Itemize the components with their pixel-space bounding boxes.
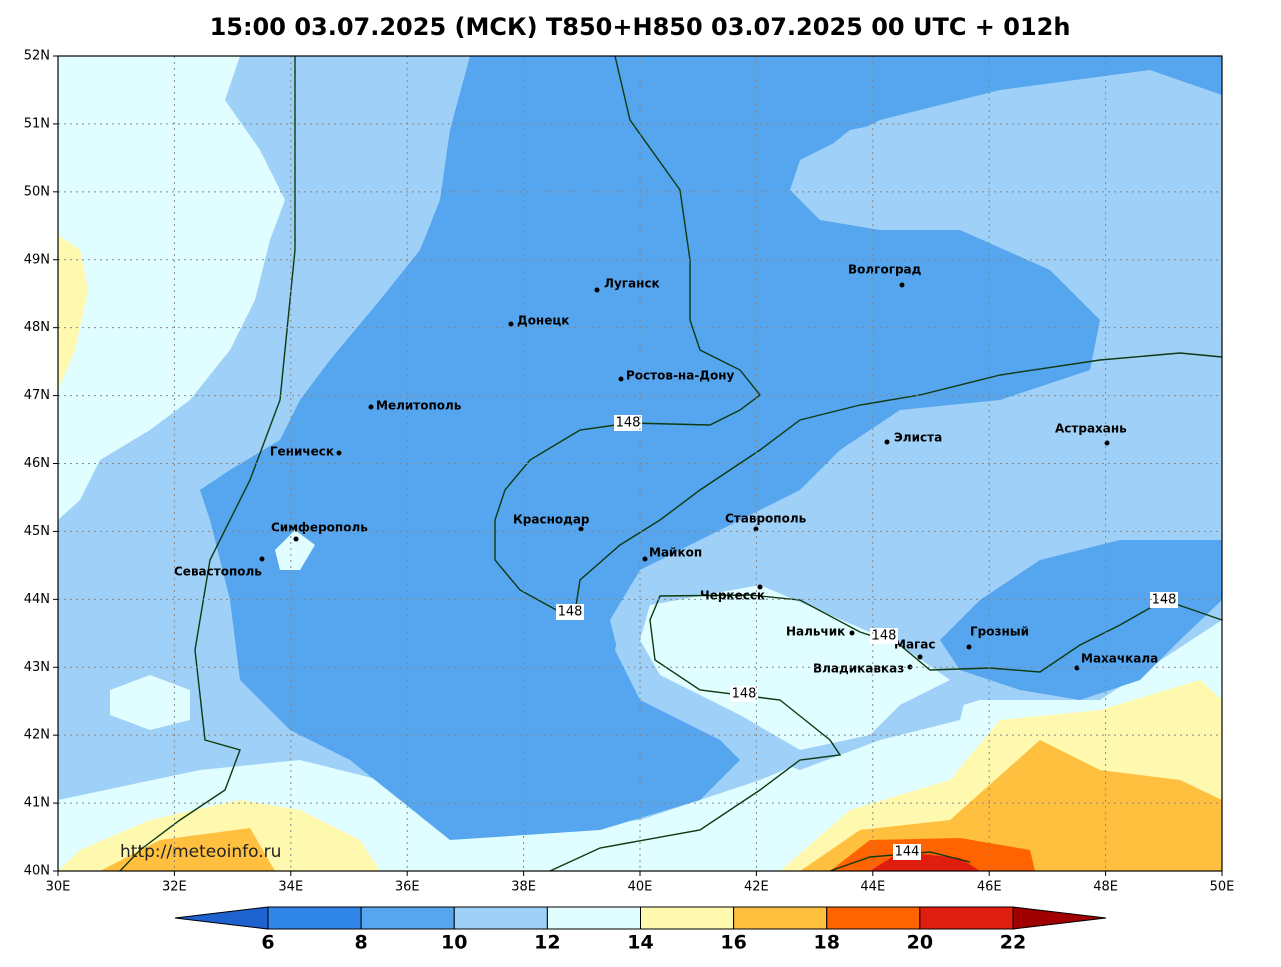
- y-tick-label: 52N: [24, 49, 50, 64]
- city-label: Майкоп: [649, 546, 702, 560]
- colorbar-tick-label: 6: [261, 932, 274, 954]
- city-label: Черкесск: [700, 589, 765, 603]
- colorbar-tick-label: 18: [814, 932, 840, 954]
- x-tick-label: 30E: [46, 880, 71, 895]
- y-tick-label: 49N: [24, 252, 50, 267]
- city-label: Махачкала: [1081, 652, 1158, 666]
- contour-label: 148: [732, 687, 757, 702]
- x-tick-label: 36E: [395, 880, 420, 895]
- city-label: Магас: [894, 638, 936, 652]
- contour-label: 148: [1152, 593, 1177, 608]
- city-label: Волгоград: [848, 263, 922, 277]
- colorbar-tick-label: 16: [720, 932, 746, 954]
- title: 15:00 03.07.2025 (МСК) T850+H850 03.07.2…: [210, 13, 1071, 41]
- city-label: Владикавказ: [813, 662, 904, 676]
- y-tick-label: 41N: [24, 796, 50, 811]
- city-label: Луганск: [604, 277, 660, 291]
- city-label: Симферополь: [271, 521, 368, 535]
- grid: [57, 55, 1223, 872]
- colorbar-tick-label: 10: [441, 932, 467, 954]
- contour-label: 148: [872, 629, 897, 644]
- y-tick-label: 47N: [24, 388, 50, 403]
- x-tick-label: 42E: [744, 880, 769, 895]
- colorbar-segment: [546, 906, 641, 930]
- colorbar-tick-label: 20: [907, 932, 933, 954]
- colorbar-segment: [826, 906, 921, 930]
- colorbar-extension: [174, 906, 269, 930]
- x-tick-label: 32E: [162, 880, 187, 895]
- y-tick-label: 44N: [24, 592, 50, 607]
- city-label: Астрахань: [1055, 422, 1127, 436]
- colorbar-segment: [733, 906, 828, 930]
- contour-label: 148: [558, 605, 583, 620]
- colorbar-tick-label: 22: [1000, 932, 1026, 954]
- city-label: Геническ: [270, 445, 334, 459]
- city-label: Грозный: [970, 625, 1029, 639]
- colorbar-segment: [267, 906, 362, 930]
- y-tick-label: 45N: [24, 524, 50, 539]
- y-tick-label: 46N: [24, 456, 50, 471]
- colorbar-tick-label: 8: [355, 932, 368, 954]
- x-tick-label: 48E: [1093, 880, 1118, 895]
- x-tick-label: 40E: [628, 880, 653, 895]
- colorbar-tick-label: 14: [627, 932, 653, 954]
- source-url: http://meteoinfo.ru: [120, 842, 281, 862]
- cities: Луганск Донецк Ростов-на-Дону Мелитополь…: [174, 263, 1158, 676]
- city-label: Ставрополь: [725, 512, 807, 526]
- x-tick-label: 34E: [278, 880, 303, 895]
- city-label: Элиста: [894, 431, 942, 445]
- y-tick-label: 43N: [24, 660, 50, 675]
- y-tick-label: 51N: [24, 116, 50, 131]
- colorbar-segment: [919, 906, 1014, 930]
- contour-labels: 148 148 148 148 148 144: [556, 415, 1178, 860]
- y-tick-label: 40N: [24, 864, 50, 879]
- colorbar-segment: [453, 906, 548, 930]
- colorbar-segment: [640, 906, 735, 930]
- x-tick-label: 44E: [860, 880, 885, 895]
- x-tick-label: 38E: [511, 880, 536, 895]
- y-tick-label: 50N: [24, 184, 50, 199]
- colorbar-segment: [360, 906, 455, 930]
- contour-label: 144: [895, 845, 920, 860]
- city-label: Севастополь: [174, 565, 262, 579]
- x-tick-label: 50E: [1210, 880, 1235, 895]
- city-label: Краснодар: [513, 513, 590, 527]
- colorbar-extension: [1012, 906, 1107, 930]
- colorbar-tick-label: 12: [534, 932, 560, 954]
- contour-label: 148: [616, 416, 641, 431]
- city-label: Донецк: [517, 314, 569, 328]
- x-tick-label: 46E: [977, 880, 1002, 895]
- city-label: Мелитополь: [376, 399, 462, 413]
- y-tick-label: 48N: [24, 320, 50, 335]
- city-label: Ростов-на-Дону: [626, 369, 735, 383]
- y-tick-label: 42N: [24, 728, 50, 743]
- city-label: Нальчик: [786, 625, 845, 639]
